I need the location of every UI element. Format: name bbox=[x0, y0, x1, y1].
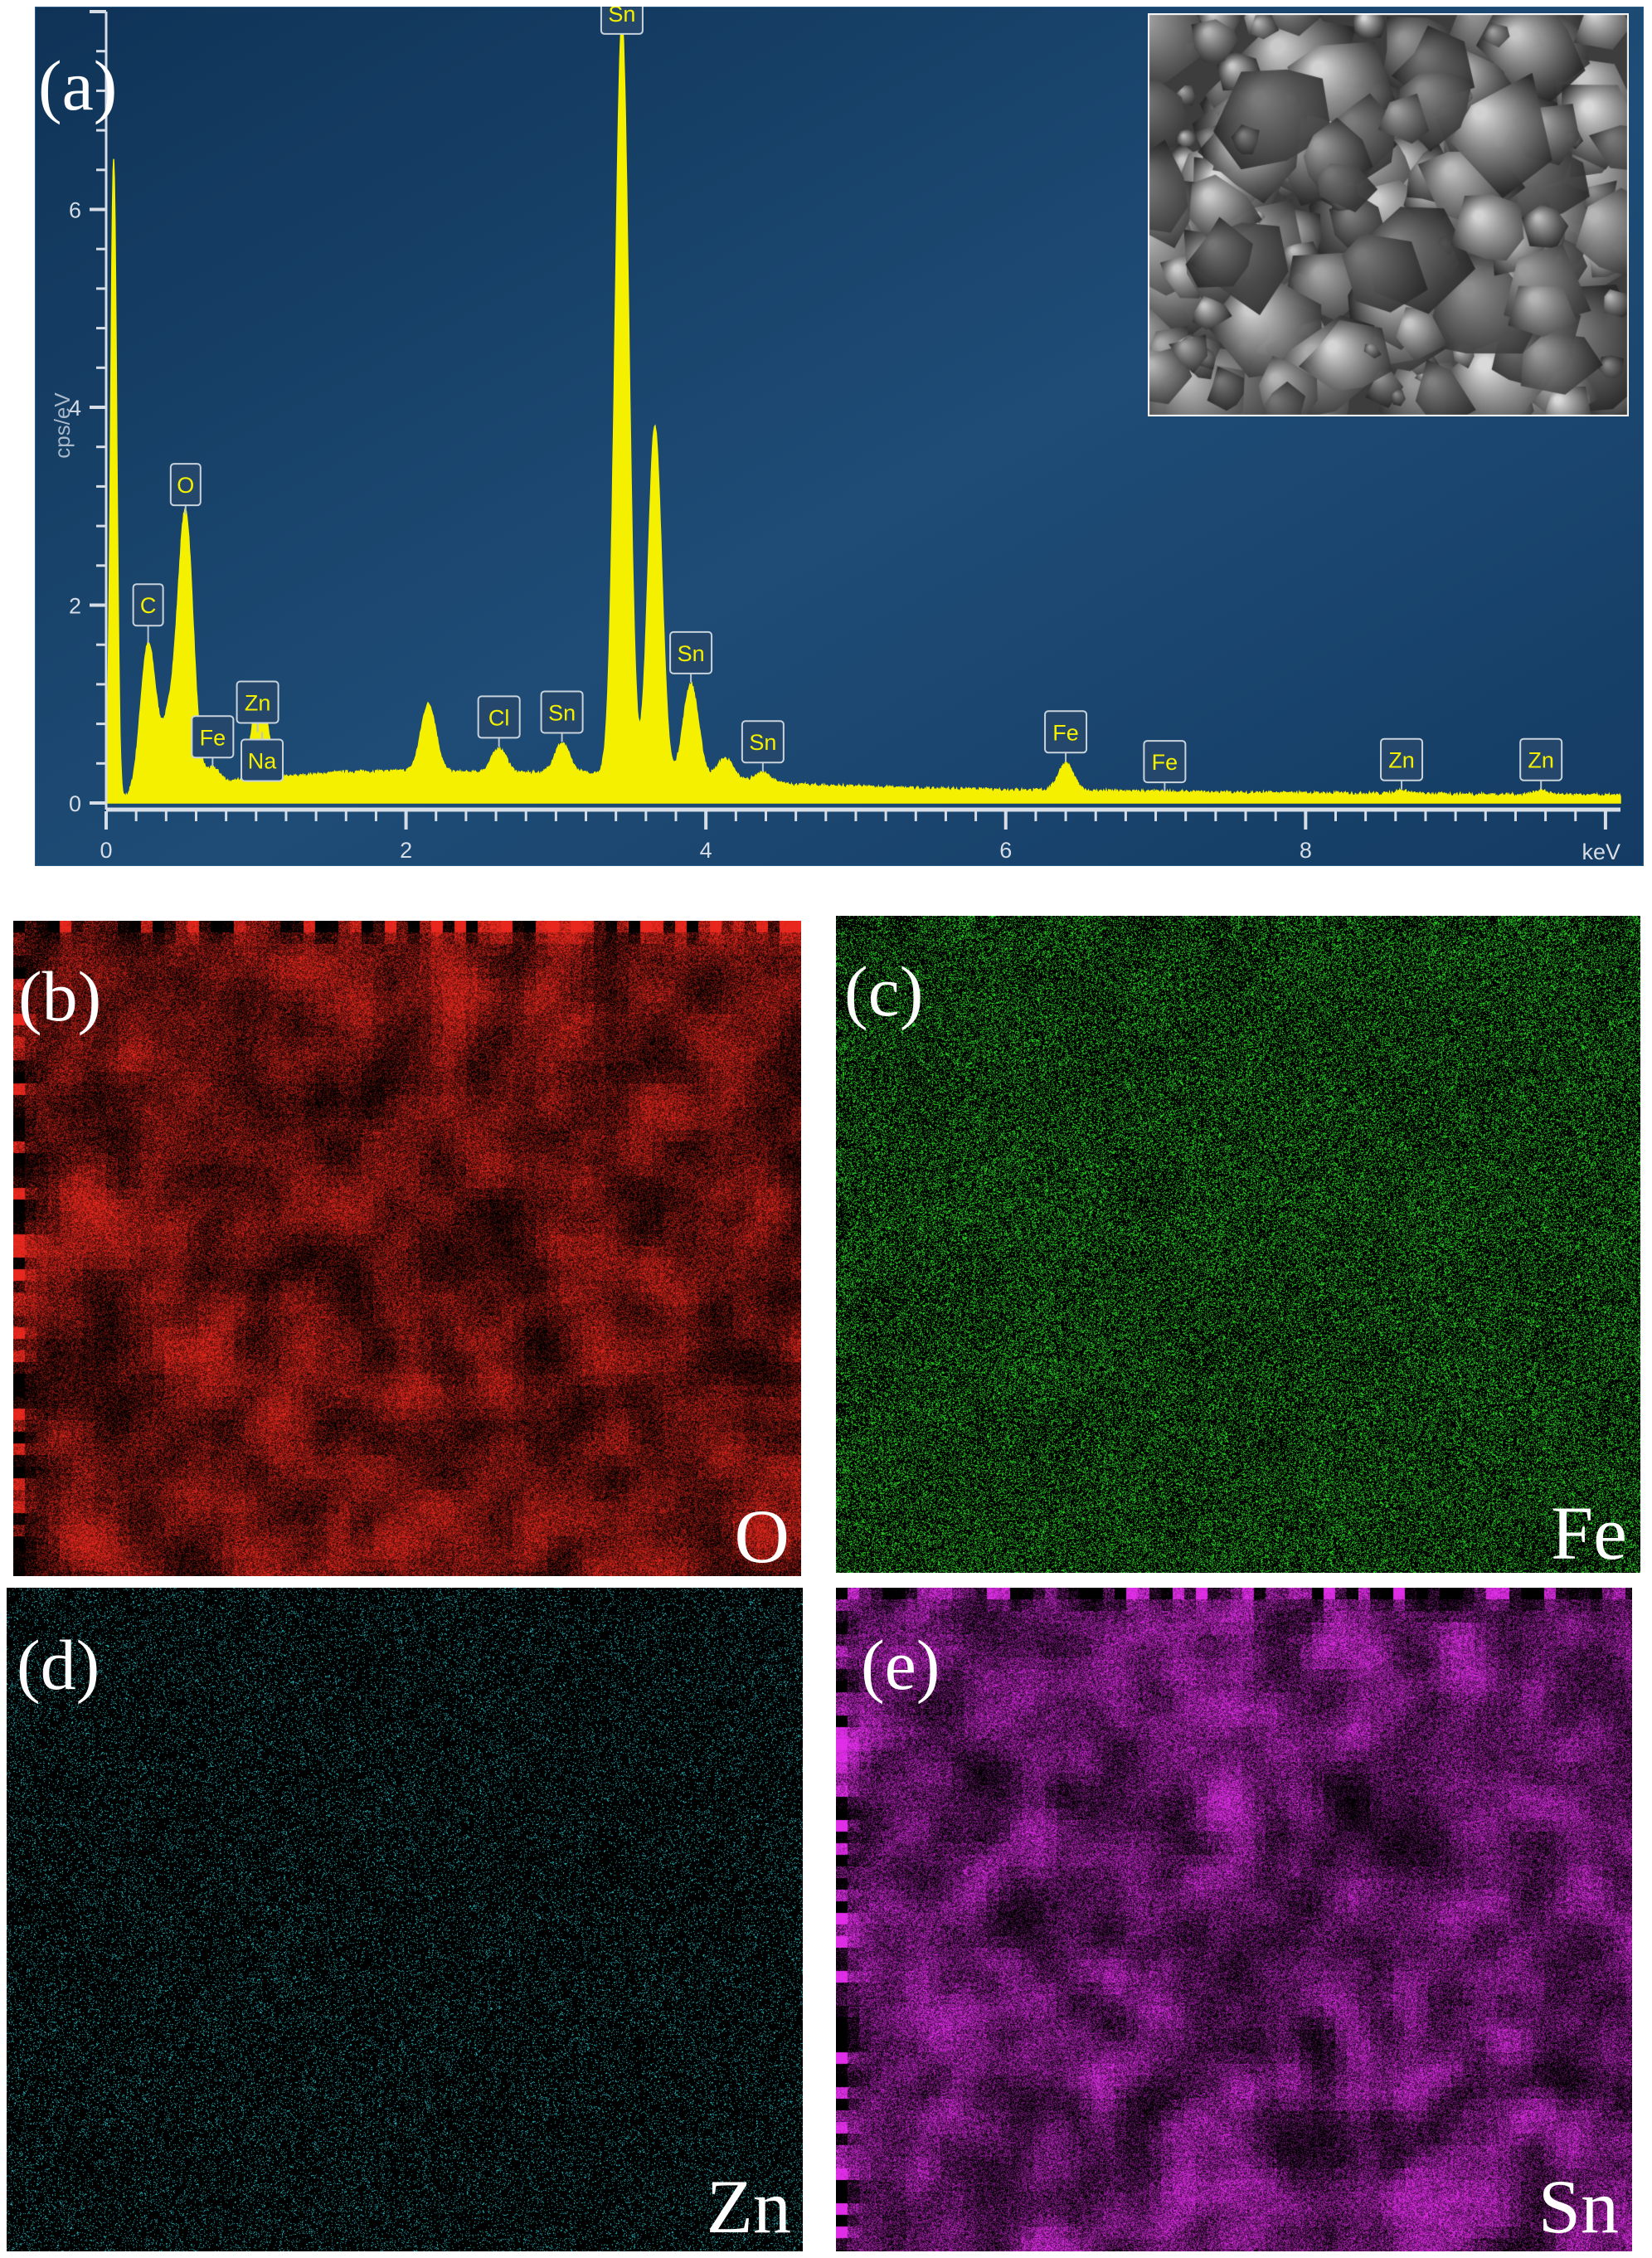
svg-text:Sn: Sn bbox=[749, 730, 776, 755]
peak-label-fe: Fe bbox=[191, 715, 235, 767]
y-tick-label: 0 bbox=[69, 791, 81, 816]
map-panel-fe: (c) Fe bbox=[836, 916, 1640, 1573]
svg-text:Zn: Zn bbox=[1528, 748, 1554, 773]
x-tick-label: 0 bbox=[100, 838, 112, 863]
panel-label-a: (a) bbox=[38, 46, 118, 125]
svg-text:Fe: Fe bbox=[1052, 720, 1079, 745]
elemental-map-o bbox=[13, 921, 801, 1576]
svg-text:Fe: Fe bbox=[200, 725, 226, 750]
sem-inset-image bbox=[1148, 13, 1629, 416]
y-tick-label: 4 bbox=[69, 396, 81, 421]
peak-label-o: O bbox=[169, 463, 202, 515]
peak-label-fe: Fe bbox=[1044, 710, 1088, 762]
x-tick-label: 2 bbox=[400, 838, 412, 863]
x-tick-label: 6 bbox=[999, 838, 1012, 863]
panel-label-c: (c) bbox=[844, 951, 924, 1031]
peak-label-zn: Zn bbox=[236, 680, 279, 732]
svg-text:Sn: Sn bbox=[548, 700, 576, 725]
map-panel-zn: (d) Zn bbox=[7, 1588, 803, 2251]
svg-text:Zn: Zn bbox=[245, 691, 271, 716]
elemental-map-fe bbox=[836, 916, 1640, 1573]
peak-label-cl: Cl bbox=[477, 695, 521, 747]
svg-text:Cl: Cl bbox=[488, 705, 510, 730]
element-label-o: O bbox=[734, 1494, 790, 1576]
peak-label-sn: Sn bbox=[600, 7, 644, 35]
svg-text:C: C bbox=[140, 593, 157, 618]
element-label-fe: Fe bbox=[1551, 1491, 1627, 1573]
y-tick-label: 2 bbox=[69, 594, 81, 619]
y-tick-label: 6 bbox=[69, 198, 81, 223]
panel-label-e: (e) bbox=[861, 1625, 940, 1705]
x-tick-label: 8 bbox=[1300, 838, 1312, 863]
svg-text:Fe: Fe bbox=[1152, 750, 1178, 775]
eds-spectrum-panel: 0 2 4 6 8 0 2 4 6 C O Fe Zn Na Cl Sn Sn Sn Sn Fe Fe Zn Zn cps… bbox=[35, 7, 1644, 866]
x-tick-label: 4 bbox=[700, 838, 712, 863]
peak-label-fe: Fe bbox=[1143, 740, 1187, 792]
peak-label-sn: Sn bbox=[540, 690, 584, 742]
svg-text:O: O bbox=[177, 473, 194, 498]
peak-label-c: C bbox=[132, 583, 164, 644]
peak-label-na: Na bbox=[241, 732, 284, 782]
peak-label-zn: Zn bbox=[1519, 737, 1563, 790]
y-axis-label: cps/eV bbox=[50, 392, 75, 459]
svg-text:Sn: Sn bbox=[608, 7, 635, 27]
panel-label-b: (b) bbox=[18, 956, 102, 1036]
svg-text:Sn: Sn bbox=[678, 641, 705, 666]
peak-label-sn: Sn bbox=[741, 720, 785, 772]
svg-text:Na: Na bbox=[248, 749, 277, 774]
svg-text:Zn: Zn bbox=[1388, 748, 1415, 773]
peak-label-zn: Zn bbox=[1380, 737, 1424, 790]
elemental-map-zn bbox=[7, 1588, 803, 2251]
peak-label-sn: Sn bbox=[669, 630, 713, 683]
x-axis-unit-label: keV bbox=[1582, 839, 1620, 864]
element-label-zn: Zn bbox=[706, 2164, 791, 2249]
panel-label-d: (d) bbox=[17, 1625, 100, 1705]
elemental-map-sn bbox=[836, 1588, 1632, 2251]
map-panel-o: (b) O bbox=[13, 921, 801, 1576]
element-label-sn: Sn bbox=[1538, 2164, 1619, 2249]
map-panel-sn: (e) Sn bbox=[836, 1588, 1632, 2251]
